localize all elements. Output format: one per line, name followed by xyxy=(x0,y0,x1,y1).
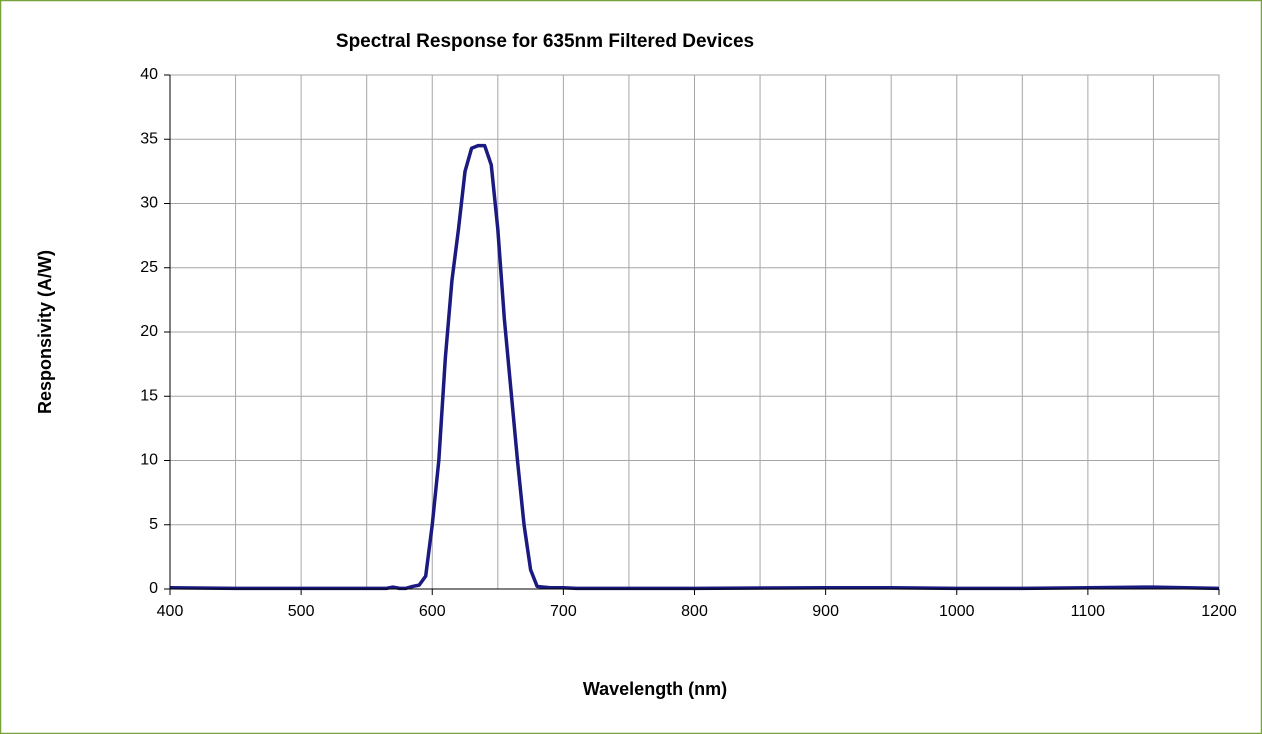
y-tick-label: 35 xyxy=(140,130,158,147)
x-tick-label: 700 xyxy=(550,603,577,620)
y-tick-label: 5 xyxy=(149,516,158,533)
y-tick-label: 30 xyxy=(140,195,158,212)
y-tick-label: 40 xyxy=(140,66,158,83)
x-tick-label: 1100 xyxy=(1071,603,1106,620)
x-tick-label: 900 xyxy=(812,603,839,620)
y-tick-label: 20 xyxy=(140,323,158,340)
marks xyxy=(169,143,1220,591)
x-tick-label: 800 xyxy=(681,603,708,620)
y-tick-label: 15 xyxy=(140,387,158,404)
line-series xyxy=(169,143,1220,591)
x-tick-label: 1200 xyxy=(1201,603,1237,620)
chart-title: Spectral Response for 635nm Filtered Dev… xyxy=(336,31,754,52)
y-tick-label: 25 xyxy=(140,259,158,276)
x-tick-label: 600 xyxy=(419,603,446,620)
y-tick-label: 10 xyxy=(140,452,158,469)
y-axis-title: Responsivity (A/W) xyxy=(35,250,55,414)
x-tick-label: 400 xyxy=(157,603,184,620)
x-axis-title: Wavelength (nm) xyxy=(583,679,727,699)
x-tick-label: 500 xyxy=(288,603,315,620)
x-tick-label: 1000 xyxy=(939,603,975,620)
y-tick-label: 0 xyxy=(149,580,158,597)
